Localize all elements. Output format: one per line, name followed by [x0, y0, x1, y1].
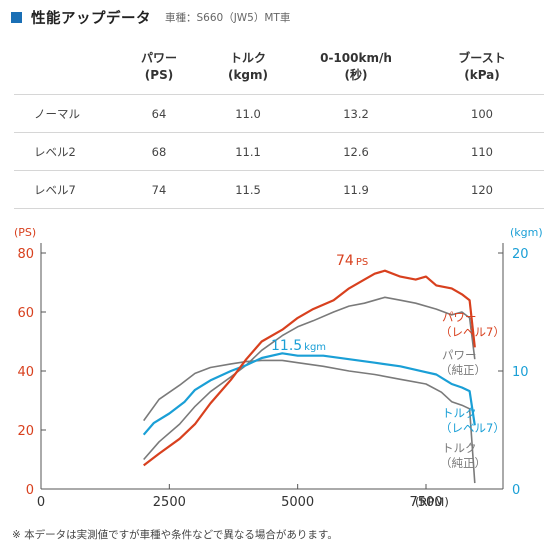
cell-boost: 110 — [420, 132, 544, 171]
series-line-0 — [143, 269, 476, 467]
torque-peak-unit: kgm — [304, 342, 326, 353]
cell-boost: 100 — [420, 94, 544, 133]
cell-torque: 11.0 — [204, 94, 292, 133]
left-tick-label: 60 — [17, 306, 34, 321]
page-title-row: 性能アップデータ 車種：S660（JW5）MT車 — [11, 8, 291, 27]
cell-power: 68 — [114, 132, 204, 171]
cell-accel: 13.2 — [292, 94, 420, 133]
legend-label-line2: （レベル7） — [440, 421, 505, 435]
series-line-3 — [143, 359, 476, 484]
cell-boost: 120 — [420, 170, 544, 209]
legend-label-line1: トルク — [442, 406, 477, 420]
table-row: ノーマル 64 11.0 13.2 100 — [14, 94, 544, 133]
left-tick-label: 40 — [17, 365, 34, 380]
legend-label-line1: トルク — [442, 441, 477, 455]
torque-peak-annotation: 11.5 kgm — [271, 338, 326, 354]
cell-power: 74 — [114, 170, 204, 209]
spec-header-boost: ブースト (kPa) — [458, 51, 506, 82]
table-row: レベル2 68 11.1 12.6 110 — [14, 132, 544, 171]
power-peak-annotation: 74 PS — [336, 253, 368, 269]
legend-label-line2: （レベル7） — [440, 325, 505, 339]
row-label: ノーマル — [14, 94, 114, 133]
cell-torque: 11.5 — [204, 170, 292, 209]
series-line-2 — [142, 352, 476, 436]
cell-accel: 11.9 — [292, 170, 420, 209]
left-tick-label: 80 — [17, 247, 34, 262]
x-tick-label: 5000 — [281, 495, 314, 510]
power-torque-chart: 0 20 40 60 80 0 10 20 0 2500 5000 7500(RPM) (PS) (kgm… — [14, 226, 543, 510]
legend-label-line1: パワー — [442, 310, 477, 324]
footnote: ※ 本データは実測値ですが車種や条件などで異なる場合があります。 — [12, 529, 338, 541]
x-tick-label: 2500 — [153, 495, 186, 510]
table-row: レベル7 74 11.5 11.9 120 — [14, 170, 544, 209]
spec-header-torque: トルク (kgm) — [227, 51, 269, 82]
left-tick-label: 20 — [17, 424, 34, 439]
cell-torque: 11.1 — [204, 132, 292, 171]
legend-label-line1: パワー — [442, 348, 477, 362]
right-tick-label: 10 — [512, 365, 529, 380]
row-label: レベル7 — [14, 170, 114, 209]
left-tick-label: 0 — [26, 483, 34, 498]
row-label: レベル2 — [14, 132, 114, 171]
spec-header-blank — [14, 40, 114, 95]
left-axis-unit-label: (PS) — [14, 226, 36, 239]
spec-header-accel: 0-100km/h (秒) — [320, 51, 392, 82]
cell-power: 64 — [114, 94, 204, 133]
legend-label-line2: （純正） — [440, 363, 486, 377]
title-marker-icon — [11, 11, 22, 23]
series-line-1 — [143, 296, 476, 461]
spec-table: パワー (PS) トルク (kgm) 0-100km/h (秒) ブースト (kPa) … — [14, 40, 544, 209]
spec-table-header: パワー (PS) トルク (kgm) 0-100km/h (秒) ブースト (kPa) — [14, 40, 544, 95]
vehicle-subtitle: 車種：S660（JW5）MT車 — [165, 11, 291, 24]
power-peak-unit: PS — [356, 257, 368, 268]
right-axis-unit-label: (kgm) — [510, 226, 543, 239]
cell-accel: 12.6 — [292, 132, 420, 171]
page-title: 性能アップデータ — [31, 10, 151, 27]
spec-header-power: パワー (PS) — [140, 51, 177, 82]
x-tick-label: 7500 — [409, 495, 442, 510]
x-unit-label: (RPM) — [415, 495, 449, 509]
legend-label-line2: （純正） — [440, 456, 486, 470]
right-tick-label: 20 — [512, 247, 529, 262]
x-tick-label: 0 — [37, 495, 45, 510]
right-tick-label: 0 — [512, 483, 520, 498]
